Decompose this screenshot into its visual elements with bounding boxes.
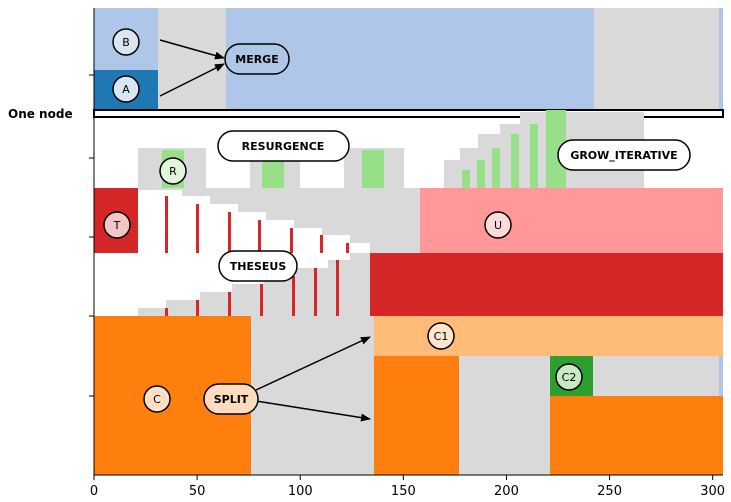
circle-t-label: T	[113, 219, 121, 232]
red-stripe	[314, 268, 317, 316]
circle-c-label: C	[153, 393, 161, 406]
circle-a-shape	[112, 75, 140, 103]
middle-panel	[94, 110, 723, 316]
red-stripe	[320, 235, 323, 253]
resurgence-box: RESURGENCE	[217, 130, 350, 162]
x-tick-label: 0	[90, 484, 98, 499]
split-box: SPLIT	[203, 383, 259, 415]
circle-c2-shape	[555, 363, 583, 391]
split-box-shape	[203, 383, 259, 415]
x-tick-label: 300	[700, 484, 725, 499]
c-lower-left-block	[374, 356, 459, 475]
x-tick-label: 150	[391, 484, 416, 499]
x-ticks: 0 50 100 150 200 250 300	[90, 475, 725, 499]
grow-iterative-box-label: GROW_ITERATIVE	[570, 149, 677, 162]
arrows	[159, 39, 371, 422]
u-block	[420, 188, 723, 253]
x-tick-label: 250	[597, 484, 622, 499]
circle-b: B	[112, 28, 140, 56]
red-stripe	[346, 243, 349, 253]
red-stripe	[292, 276, 295, 316]
theseus-box-label: THESEUS	[230, 260, 287, 273]
grow-iterative-box-shape	[557, 139, 691, 171]
merge-box: MERGE	[224, 43, 290, 75]
green-bar	[462, 170, 470, 188]
x-tick-label: 100	[288, 484, 313, 499]
merge-box-shape	[224, 43, 290, 75]
one-node-label: One node	[8, 107, 73, 121]
red-stripe	[165, 196, 168, 253]
red-stripe	[228, 292, 231, 316]
circle-c2: C2	[555, 363, 583, 391]
red-stripe	[165, 308, 168, 316]
red-stripe	[258, 220, 261, 253]
resurgence-box-label: RESURGENCE	[242, 140, 325, 153]
circle-t: T	[103, 211, 131, 239]
green-bar	[477, 160, 485, 188]
circle-c-shape	[143, 385, 171, 413]
green-bar	[530, 124, 538, 188]
x-tick-label: 50	[189, 484, 206, 499]
split-box-label: SPLIT	[214, 393, 249, 406]
theseus-box: THESEUS	[218, 250, 298, 282]
circle-r-label: R	[169, 165, 177, 178]
top-panel	[94, 8, 723, 110]
circle-b-shape	[112, 28, 140, 56]
circle-r-shape	[159, 157, 187, 185]
circle-a-label: A	[122, 83, 130, 96]
y-ticks	[89, 74, 94, 397]
circle-c1-shape	[427, 322, 455, 350]
circle-c2-label: C2	[562, 371, 577, 384]
circle-a: A	[112, 75, 140, 103]
plot-area: 0 50 100 150 200 250 300	[89, 8, 725, 499]
c1-block	[374, 316, 723, 356]
red-stripe	[336, 260, 339, 316]
circle-r: R	[159, 157, 187, 185]
red-stripe	[196, 300, 199, 316]
arrow-split-to-c1	[255, 336, 371, 391]
c-lower-right-block	[550, 396, 723, 475]
arrow-a-to-merge	[159, 63, 225, 97]
bottom-right-edge	[719, 356, 723, 396]
theseus-box-shape	[218, 250, 298, 282]
red-stripe	[260, 284, 263, 316]
circle-u: U	[484, 211, 512, 239]
top-right-edge	[719, 8, 723, 110]
red-stripe	[290, 228, 293, 253]
arrow-split-to-c-lower	[255, 400, 371, 422]
x-tick-label: 200	[494, 484, 519, 499]
arrow-b-to-merge	[159, 39, 225, 60]
circle-u-shape	[484, 211, 512, 239]
green-bar	[362, 150, 384, 188]
theseus-upper-grey	[138, 188, 380, 253]
red-stripe	[196, 204, 199, 253]
theseus-red-block	[370, 253, 723, 316]
circle-c1-label: C1	[434, 330, 449, 343]
bottom-panel	[94, 316, 723, 475]
circle-c: C	[143, 385, 171, 413]
green-bar	[511, 134, 519, 188]
circle-t-shape	[103, 211, 131, 239]
merge-box-label: MERGE	[235, 53, 278, 66]
resurgence-box-shape	[217, 130, 350, 162]
circle-c1: C1	[427, 322, 455, 350]
circle-u-label: U	[494, 219, 502, 232]
circle-labels: B A R T U C C1 C2	[103, 28, 583, 413]
green-bar	[492, 148, 500, 188]
red-stripe	[228, 212, 231, 253]
grow-iterative-box: GROW_ITERATIVE	[557, 139, 691, 171]
green-bar	[546, 110, 566, 188]
box-labels: MERGE RESURGENCE GROW_ITERATIVE THESEUS …	[203, 43, 691, 415]
grey-block	[380, 188, 420, 253]
circle-b-label: B	[122, 36, 130, 49]
